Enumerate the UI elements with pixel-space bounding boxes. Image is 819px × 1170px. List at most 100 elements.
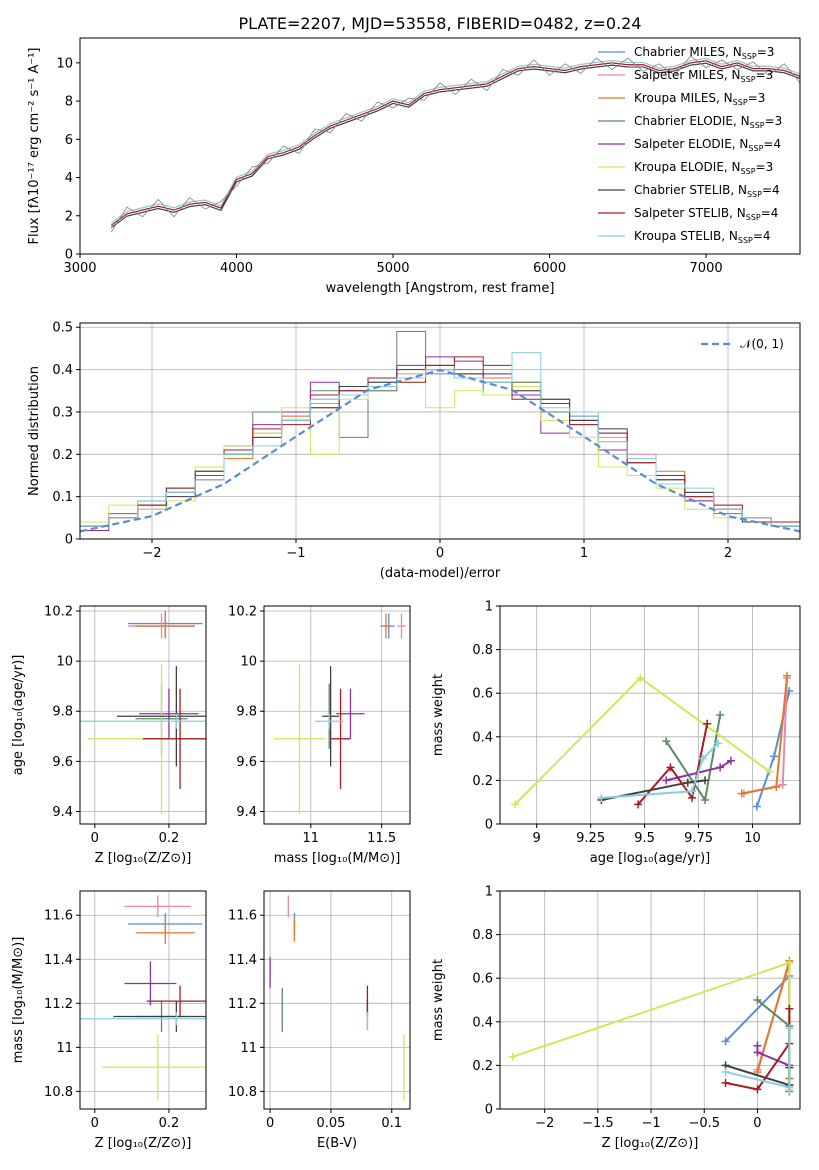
point-marker-kroupa-elodie (636, 673, 645, 682)
x-axis-label: Z [log₁₀(Z/Z⊙)] (95, 1136, 192, 1151)
plot-area (80, 330, 800, 539)
y-tick-label: 10 (56, 56, 73, 71)
y-tick-label: 0.8 (472, 928, 493, 943)
y-tick-label: 9.8 (236, 705, 257, 720)
y-tick-label: 0.4 (52, 363, 73, 378)
y-axis-label: mass [log₁₀(M/M⊙)] (11, 937, 26, 1064)
x-axis-label: E(B-V) (317, 1136, 357, 1151)
plot-area (110, 55, 800, 233)
legend-tail: =3 (756, 68, 774, 82)
x-tick-label: 9.25 (576, 831, 605, 846)
x-tick-label: 6000 (533, 261, 566, 276)
legend-text: Kroupa STELIB, N (634, 229, 738, 243)
y-tick-label: 11.4 (228, 953, 257, 968)
x-tick-label: 2 (724, 546, 732, 561)
x-tick-label: −2 (142, 546, 161, 561)
point-marker-chabrier-stelib (683, 778, 692, 787)
y-axis-label: Flux [fλ10⁻¹⁷ erg cm⁻² s⁻¹ A⁻¹] (27, 48, 42, 245)
legend-entry-kroupa-elodie: Kroupa ELODIE, NSSP=3 (634, 160, 773, 176)
legend-entry-salpeter-stelib: Salpeter STELIB, NSSP=4 (634, 206, 778, 222)
y-tick-label: 10.2 (228, 605, 257, 620)
y-tick-label: 10 (56, 655, 73, 670)
legend-text: Salpeter STELIB, N (634, 206, 746, 220)
y-tick-label: 0.2 (472, 774, 493, 789)
y-tick-label: 11.6 (228, 909, 257, 924)
panel-residuals: −2 −1 0 1 2 0 0.1 0.2 0.3 0.4 0.5 (data-model)/erro… (27, 321, 801, 581)
point-marker-salpeter-stelib (634, 800, 643, 809)
x-tick-label: 0 (266, 1116, 274, 1131)
plot-area (273, 613, 406, 814)
legend-entry-chabrier-miles: Chabrier MILES, NSSP=3 (634, 45, 774, 61)
panel-mass-vs-ebv: 0 0.05 0.1 10.8 11 11.2 11.4 11.6 E(B-V) (228, 890, 411, 1151)
plot-area (511, 671, 794, 811)
y-tick-label: 0.4 (472, 1015, 493, 1030)
point-marker-salpeter-elodie (753, 1048, 762, 1057)
legend-subscript: SSP (748, 144, 763, 153)
legend-text: Kroupa MILES, N (634, 91, 733, 105)
y-tick-label: 9.4 (236, 805, 257, 820)
x-tick-label: 0 (91, 1116, 99, 1131)
y-axis-label: mass weight (431, 674, 446, 756)
y-axis-label: age [log₁₀(age/yr)] (11, 655, 26, 776)
model-line-salpeter-stelib (111, 60, 800, 226)
y-axis-label: Normed distribution (27, 366, 42, 496)
legend-entry-normal: 𝒩(0, 1) (740, 337, 784, 351)
point-marker-kroupa-stelib (785, 1024, 794, 1033)
x-tick-label: 0 (436, 546, 444, 561)
y-tick-label: 10.8 (228, 1085, 257, 1100)
y-tick-label: 0 (65, 533, 73, 548)
legend-text: Kroupa ELODIE, N (634, 160, 741, 174)
point-marker-salpeter-stelib (753, 1085, 762, 1094)
legend-subscript: SSP (733, 98, 748, 107)
legend-text: Chabrier ELODIE, N (634, 114, 750, 128)
legend-subscript: SSP (741, 75, 756, 84)
x-tick-label: 10 (744, 831, 761, 846)
point-marker-kroupa-elodie (785, 958, 794, 967)
axes-frame (499, 890, 801, 1110)
axes-frame (263, 890, 411, 1110)
x-axis-label: mass [log₁₀(M/M⊙)] (274, 851, 401, 866)
x-axis-label: (data-model)/error (380, 566, 501, 581)
point-marker-salpeter-elodie (726, 756, 735, 765)
x-axis-label: wavelength [Angstrom, rest frame] (326, 281, 555, 296)
x-tick-label: −2 (535, 1116, 554, 1131)
plot-area (80, 611, 206, 814)
legend-tail: =3 (756, 160, 774, 174)
legend-text: Salpeter MILES, N (634, 68, 741, 82)
y-tick-label: 0.2 (52, 448, 73, 463)
y-tick-label: 0.2 (472, 1059, 493, 1074)
point-marker-chabrier-miles (770, 752, 779, 761)
legend-tail: =4 (753, 229, 771, 243)
legend-tail: =3 (757, 45, 775, 59)
model-line-chabrier-stelib (111, 62, 800, 229)
series-line-chabrier-elodie (756, 999, 791, 1086)
point-marker-kroupa-miles (737, 789, 746, 798)
x-tick-label: 7000 (690, 261, 723, 276)
y-tick-label: 0.6 (472, 687, 493, 702)
legend-tail: =3 (765, 114, 783, 128)
x-axis-label: age [log₁₀(age/yr)] (590, 851, 711, 866)
x-tick-label: 0.1 (381, 1116, 402, 1131)
legend-subscript: SSP (741, 167, 756, 176)
x-tick-label: 0.2 (159, 831, 180, 846)
y-tick-label: 0.3 (52, 405, 73, 420)
y-tick-label: 11.2 (44, 997, 73, 1012)
y-tick-label: 11.4 (44, 953, 73, 968)
y-tick-label: 10.8 (44, 1085, 73, 1100)
point-marker-kroupa-stelib (597, 793, 606, 802)
x-tick-label: 0 (91, 831, 99, 846)
panel-age-vs-Z: 0 0.2 9.4 9.6 9.8 10 10.2 Z [log₁₀(Z/Z⊙)] age [l… (11, 605, 207, 866)
point-marker-salpeter-elodie (716, 763, 725, 772)
y-tick-label: 9.6 (236, 755, 257, 770)
plot-area (508, 956, 794, 1096)
point-marker-kroupa-miles (772, 782, 781, 791)
axes-frame (79, 890, 207, 1110)
panel-mass-weight-vs-age: 9 9.25 9.5 9.75 10 0 0.2 0.4 0.6 0.8 1 age [log₁₀(a… (431, 600, 801, 866)
x-tick-label: −0.5 (688, 1116, 720, 1131)
x-axis-label: Z [log₁₀(Z/Z⊙)] (602, 1136, 699, 1151)
y-tick-label: 0.1 (52, 490, 73, 505)
y-tick-label: 11.6 (44, 909, 73, 924)
y-axis-label: mass weight (431, 959, 446, 1041)
y-tick-label: 9.4 (52, 805, 73, 820)
x-axis-label: Z [log₁₀(Z/Z⊙)] (95, 851, 192, 866)
